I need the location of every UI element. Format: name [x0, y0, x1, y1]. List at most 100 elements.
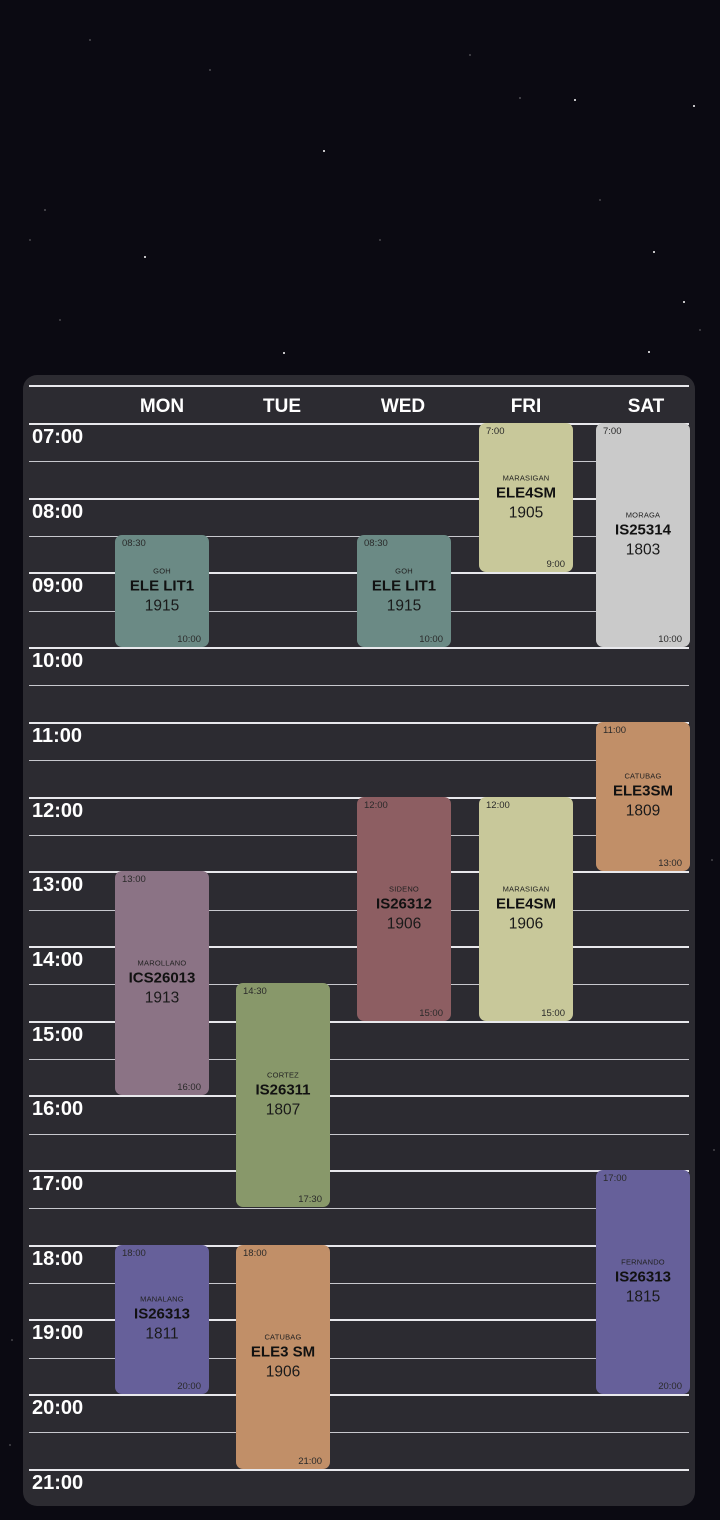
hour-line — [29, 1095, 689, 1098]
class-professor: CORTEZ — [267, 1070, 299, 1080]
class-professor: CATUBAG — [264, 1332, 302, 1342]
class-room: 1809 — [625, 802, 661, 820]
class-details: MAROLLANO ICS26013 1913 — [115, 959, 209, 1008]
hour-line — [29, 1468, 689, 1471]
class-end-time: 13:00 — [658, 858, 682, 870]
class-start-time: 12:00 — [486, 799, 510, 811]
class-room: 1913 — [144, 989, 180, 1007]
class-details: CORTEZ IS26311 1807 — [236, 1071, 330, 1120]
class-room: 1906 — [386, 915, 422, 933]
hour-line — [29, 497, 689, 500]
class-details: MORAGA IS25314 1803 — [596, 511, 690, 560]
class-code: IS26312 — [376, 895, 432, 913]
class-professor: MAROLLANO — [137, 958, 187, 968]
class-code: ICS26013 — [128, 969, 196, 987]
class-professor: FERNANDO — [621, 1257, 665, 1267]
class-block[interactable]: 18:00 CATUBAG ELE3 SM 1906 21:00 — [236, 1244, 330, 1469]
class-start-time: 08:30 — [364, 538, 388, 550]
class-room: 1915 — [144, 597, 180, 615]
class-start-time: 13:00 — [122, 874, 146, 886]
day-header-sat: SAT — [627, 396, 665, 417]
class-start-time: 11:00 — [603, 724, 627, 736]
class-end-time: 15:00 — [419, 1007, 443, 1019]
class-end-time: 10:00 — [658, 634, 682, 646]
class-code: ELE3 SM — [250, 1343, 316, 1361]
class-start-time: 18:00 — [243, 1247, 267, 1259]
class-block[interactable]: 11:00 CATUBAG ELE3SM 1809 13:00 — [596, 721, 690, 872]
time-label: 13:00 — [32, 874, 84, 897]
day-header-mon: MON — [139, 396, 185, 417]
half-hour-line — [29, 685, 689, 687]
time-label: 12:00 — [32, 799, 84, 822]
half-hour-line — [29, 1133, 689, 1135]
class-start-time: 12:00 — [364, 799, 388, 811]
class-start-time: 08:30 — [122, 538, 146, 550]
class-end-time: 21:00 — [298, 1455, 322, 1467]
class-details: MARASIGAN ELE4SM 1905 — [479, 473, 573, 522]
time-label: 10:00 — [32, 650, 84, 673]
class-block[interactable]: 18:00 MANALANG IS26313 1811 20:00 — [115, 1244, 209, 1395]
hour-line — [29, 1319, 689, 1322]
class-details: GOH ELE LIT1 1915 — [357, 567, 451, 616]
timetable-panel: MON TUE WED FRI SAT 07:00 08:00 09:00 10:00 11:0… — [23, 375, 695, 1506]
class-room: 1815 — [625, 1288, 661, 1306]
hour-line — [29, 1394, 689, 1397]
half-hour-line — [29, 1058, 689, 1060]
class-start-time: 7:00 — [486, 426, 505, 437]
class-room: 1811 — [145, 1325, 179, 1343]
class-details: MANALANG IS26313 1811 — [115, 1295, 209, 1344]
class-code: ELE4SM — [495, 895, 556, 913]
class-end-time: 17:30 — [298, 1194, 322, 1206]
class-start-time: 7:00 — [603, 426, 622, 437]
hour-line — [29, 647, 689, 650]
class-block[interactable]: 12:00 MARASIGAN ELE4SM 1906 15:00 — [479, 796, 573, 1021]
class-end-time: 20:00 — [658, 1381, 682, 1393]
time-label: 20:00 — [32, 1397, 84, 1420]
hour-line — [29, 1170, 689, 1172]
class-block[interactable]: 14:30 CORTEZ IS26311 1807 17:30 — [236, 983, 330, 1208]
hour-line — [29, 721, 689, 724]
class-start-time: 18:00 — [122, 1247, 146, 1259]
class-code: IS25314 — [615, 521, 671, 539]
time-label: 17:00 — [32, 1173, 84, 1195]
class-room: 1915 — [386, 597, 422, 615]
day-header-wed: WED — [380, 396, 426, 417]
class-code: IS26313 — [134, 1305, 190, 1323]
class-block[interactable]: 7:00 MARASIGAN ELE4SM 1905 9:00 — [479, 423, 573, 573]
class-end-time: 20:00 — [177, 1381, 201, 1393]
class-room: 1807 — [265, 1101, 301, 1119]
class-details: CATUBAG ELE3SM 1809 — [596, 772, 690, 821]
time-label: 18:00 — [32, 1247, 84, 1270]
class-block[interactable]: 17:00 FERNANDO IS26313 1815 20:00 — [596, 1170, 690, 1395]
class-details: GOH ELE LIT1 1915 — [115, 567, 209, 616]
time-label: 14:00 — [32, 948, 84, 971]
time-label: 09:00 — [32, 575, 84, 598]
class-block[interactable]: 13:00 MAROLLANO ICS26013 1913 16:00 — [115, 871, 209, 1096]
half-hour-line — [29, 461, 689, 463]
class-room: 1906 — [265, 1363, 301, 1381]
class-code: IS26311 — [255, 1081, 311, 1099]
class-professor: MARASIGAN — [502, 473, 550, 483]
class-code: ELE LIT1 — [371, 577, 437, 595]
class-code: ELE3SM — [612, 782, 673, 800]
class-professor: MORAGA — [625, 510, 661, 520]
class-professor: GOH — [395, 566, 413, 576]
class-end-time: 15:00 — [541, 1007, 565, 1019]
hour-line — [29, 1020, 689, 1023]
class-block[interactable]: 7:00 MORAGA IS25314 1803 10:00 — [596, 423, 690, 648]
class-start-time: 17:00 — [603, 1173, 627, 1184]
class-end-time: 10:00 — [419, 634, 443, 646]
class-block[interactable]: 08:30 GOH ELE LIT1 1915 10:00 — [115, 535, 209, 648]
day-header-tue: TUE — [263, 396, 301, 417]
half-hour-line — [29, 1208, 689, 1210]
class-block[interactable]: 12:00 SIDENO IS26312 1906 15:00 — [357, 796, 451, 1021]
class-end-time: 16:00 — [177, 1082, 201, 1094]
class-professor: CATUBAG — [624, 771, 662, 781]
half-hour-line — [29, 1432, 689, 1434]
class-block[interactable]: 08:30 GOH ELE LIT1 1915 10:00 — [357, 535, 451, 648]
class-code: ELE4SM — [495, 484, 556, 502]
class-details: FERNANDO IS26313 1815 — [596, 1258, 690, 1307]
class-details: SIDENO IS26312 1906 — [357, 884, 451, 933]
time-label: 21:00 — [32, 1471, 84, 1494]
class-room: 1906 — [508, 915, 544, 933]
